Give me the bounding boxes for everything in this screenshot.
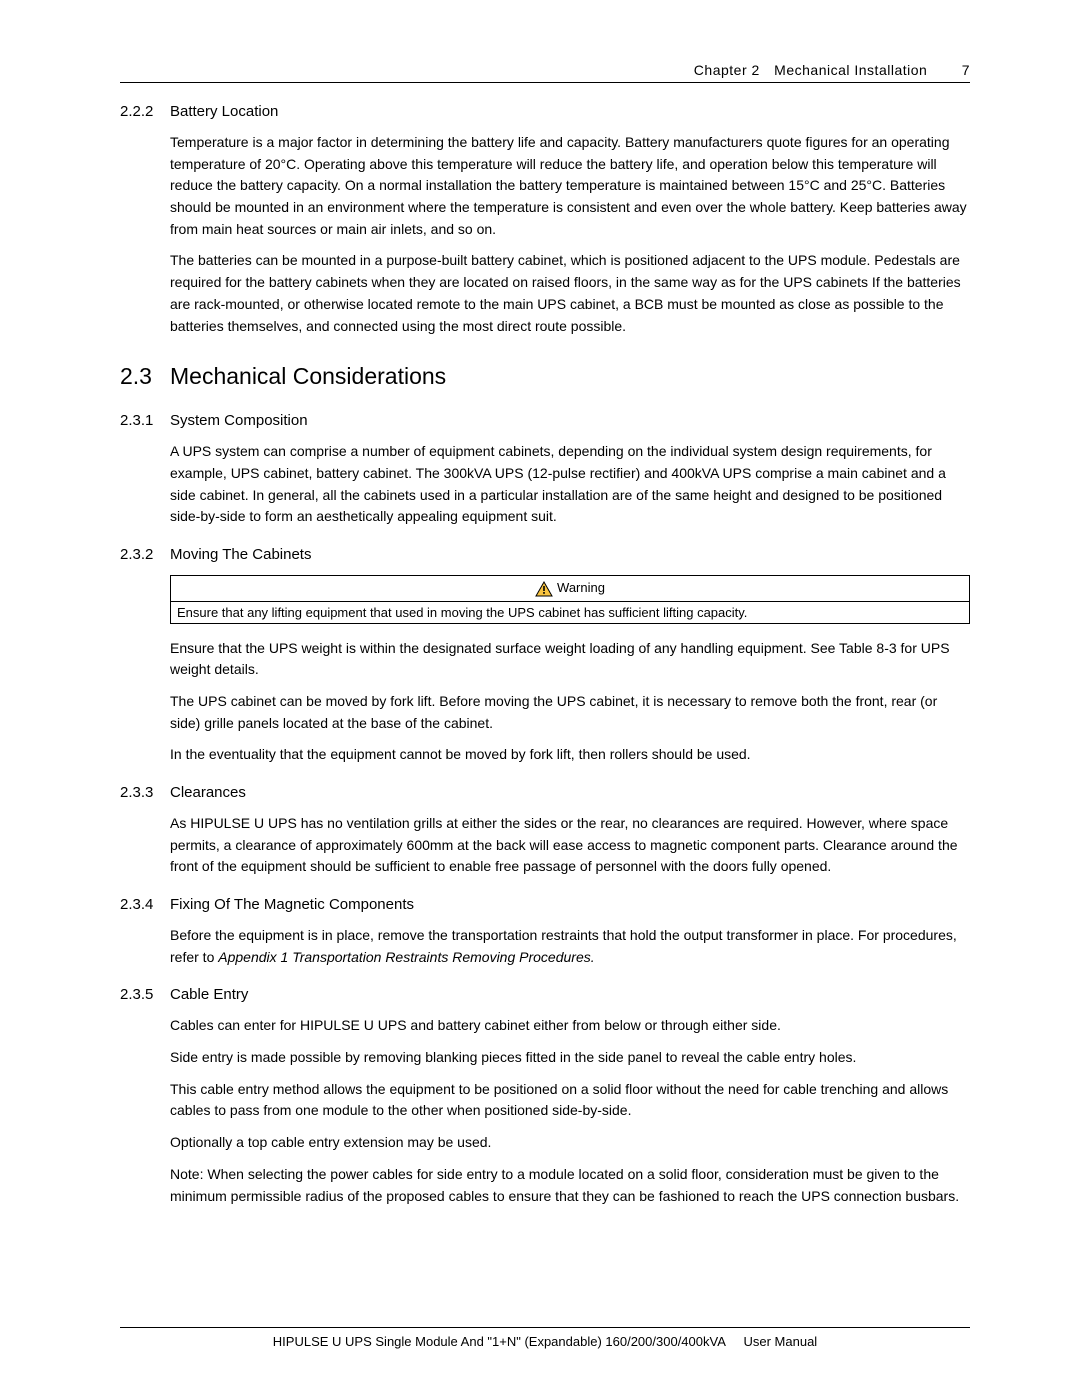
header-title: Mechanical Installation	[774, 62, 927, 78]
body-paragraph: Before the equipment is in place, remove…	[170, 925, 970, 968]
warning-box: Warning Ensure that any lifting equipmen…	[170, 575, 970, 624]
body-paragraph: The batteries can be mounted in a purpos…	[170, 250, 970, 337]
heading-234: 2.3.4Fixing Of The Magnetic Components	[120, 896, 970, 913]
warning-body: Ensure that any lifting equipment that u…	[171, 602, 969, 623]
body-paragraph: Side entry is made possible by removing …	[170, 1047, 970, 1069]
header-chapter: Chapter 2	[694, 62, 760, 78]
heading-232: 2.3.2Moving The Cabinets	[120, 546, 970, 563]
heading-231: 2.3.1System Composition	[120, 412, 970, 429]
page-content: 2.2.2Battery Location Temperature is a m…	[170, 103, 970, 1207]
heading-number: 2.3.1	[120, 412, 170, 429]
heading-233: 2.3.3Clearances	[120, 784, 970, 801]
footer-doc-type: User Manual	[744, 1334, 818, 1349]
heading-number: 2.3.4	[120, 896, 170, 913]
warning-label: Warning	[557, 580, 605, 595]
heading-235: 2.3.5Cable Entry	[120, 986, 970, 1003]
heading-number: 2.3.5	[120, 986, 170, 1003]
body-paragraph: The UPS cabinet can be moved by fork lif…	[170, 691, 970, 734]
heading-text: Cable Entry	[170, 986, 248, 1003]
warning-header: Warning	[171, 576, 969, 602]
heading-text: Battery Location	[170, 103, 278, 120]
body-paragraph: This cable entry method allows the equip…	[170, 1079, 970, 1122]
heading-text: Mechanical Considerations	[170, 363, 446, 389]
appendix-reference: Appendix 1 Transportation Restraints Rem…	[218, 949, 594, 965]
body-paragraph: Cables can enter for HIPULSE U UPS and b…	[170, 1015, 970, 1037]
body-paragraph: In the eventuality that the equipment ca…	[170, 744, 970, 766]
body-paragraph: Temperature is a major factor in determi…	[170, 132, 970, 240]
heading-text: Moving The Cabinets	[170, 546, 311, 563]
body-paragraph: Ensure that the UPS weight is within the…	[170, 638, 970, 681]
heading-23: 2.3Mechanical Considerations	[120, 363, 970, 390]
warning-icon	[535, 581, 553, 597]
heading-number: 2.2.2	[120, 103, 170, 120]
body-paragraph: As HIPULSE U UPS has no ventilation gril…	[170, 813, 970, 878]
document-page: Chapter 2 Mechanical Installation 7 2.2.…	[0, 0, 1080, 1397]
heading-number: 2.3.3	[120, 784, 170, 801]
heading-text: System Composition	[170, 412, 308, 429]
page-header: Chapter 2 Mechanical Installation 7	[120, 62, 970, 83]
body-paragraph: A UPS system can comprise a number of eq…	[170, 441, 970, 528]
heading-text: Clearances	[170, 784, 246, 801]
body-paragraph: Note: When selecting the power cables fo…	[170, 1164, 970, 1207]
heading-text: Fixing Of The Magnetic Components	[170, 896, 414, 913]
heading-222: 2.2.2Battery Location	[120, 103, 970, 120]
heading-number: 2.3.2	[120, 546, 170, 563]
heading-number: 2.3	[120, 363, 170, 390]
body-paragraph: Optionally a top cable entry extension m…	[170, 1132, 970, 1154]
page-footer: HIPULSE U UPS Single Module And "1+N" (E…	[120, 1327, 970, 1349]
header-page-number: 7	[962, 62, 970, 78]
footer-doc-title: HIPULSE U UPS Single Module And "1+N" (E…	[273, 1334, 726, 1349]
